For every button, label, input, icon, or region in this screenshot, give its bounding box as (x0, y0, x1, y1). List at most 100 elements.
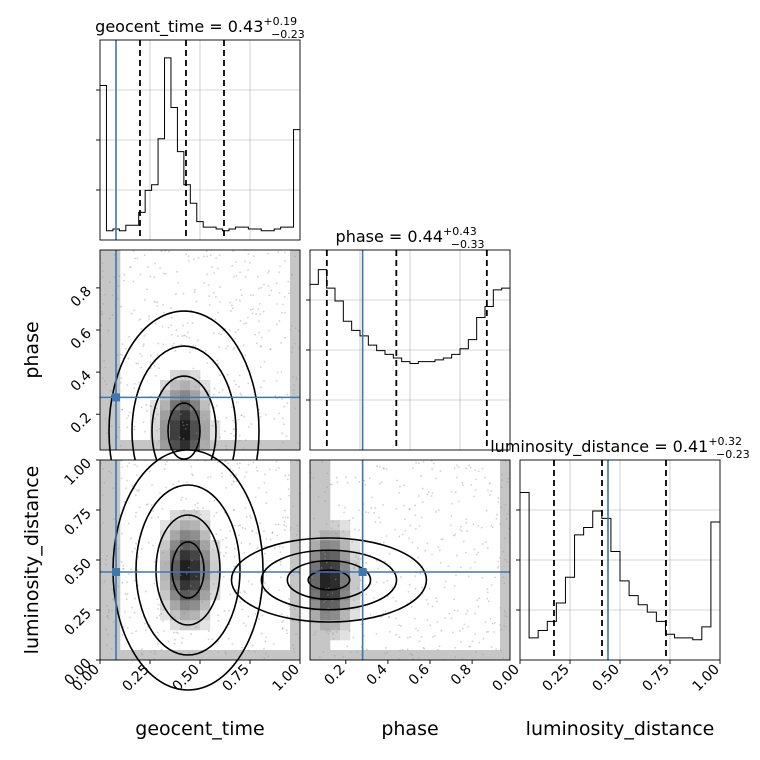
sample-point (507, 477, 509, 480)
sample-point (112, 621, 115, 624)
sample-point (167, 326, 170, 329)
sample-point (268, 468, 271, 471)
sample-point (489, 493, 491, 496)
density-cell (110, 500, 121, 511)
sample-point (191, 473, 193, 475)
sample-point (232, 428, 235, 430)
sample-point (323, 600, 326, 603)
sample-point (164, 562, 167, 565)
sample-point (376, 465, 378, 467)
sample-point (218, 391, 220, 394)
sample-point (352, 517, 355, 519)
density-cell (350, 650, 361, 661)
density-cell (320, 620, 331, 631)
y-tick-label: 0.25 (61, 606, 94, 639)
sample-point (310, 605, 313, 608)
sample-point (399, 649, 401, 652)
sample-point (504, 503, 507, 506)
sample-point (239, 440, 241, 442)
sample-point (215, 511, 218, 514)
sample-point (200, 417, 203, 420)
density-cell (330, 620, 341, 631)
sample-point (243, 415, 246, 418)
density-cell (330, 650, 341, 661)
sample-point (162, 343, 165, 346)
sample-point (238, 466, 241, 469)
sample-point (120, 377, 123, 380)
sample-point (189, 585, 192, 587)
sample-point (159, 267, 162, 270)
sample-point (181, 547, 184, 549)
density-cell (170, 390, 181, 401)
sample-point (327, 629, 330, 632)
sample-point (465, 521, 468, 524)
density-cell (170, 430, 181, 441)
density-cell (110, 550, 121, 561)
sample-point (339, 582, 342, 585)
density-cell (210, 650, 221, 661)
histogram-geocent_time (100, 57, 300, 232)
sample-point (474, 612, 476, 615)
sample-point (218, 332, 221, 335)
sample-point (186, 321, 189, 324)
density-cell (160, 520, 171, 531)
sample-point (487, 630, 490, 633)
sample-point (491, 622, 494, 625)
sample-point (335, 630, 338, 633)
sample-point (138, 506, 141, 509)
sample-point (504, 612, 507, 615)
sample-point (450, 490, 453, 493)
sample-point (183, 509, 186, 512)
density-cell (290, 320, 301, 331)
density-cell (180, 540, 191, 551)
y-tick-label: 0.6 (68, 325, 95, 352)
sample-point (211, 266, 213, 268)
sample-point (154, 418, 157, 420)
sample-point (140, 327, 143, 330)
sample-point (216, 461, 219, 464)
sample-point (143, 430, 146, 433)
sample-point (217, 542, 220, 544)
sample-point (414, 617, 416, 620)
sample-point (464, 551, 467, 554)
density-cell (190, 620, 201, 631)
sample-point (469, 567, 472, 569)
sample-point (354, 476, 357, 479)
sample-point (482, 653, 485, 656)
sample-point (157, 608, 159, 610)
sample-point (249, 514, 251, 517)
density-cell (100, 540, 111, 551)
sample-point (156, 353, 159, 356)
density-cell (290, 520, 301, 531)
sample-point (190, 465, 193, 468)
sample-point (140, 648, 143, 650)
sample-point (403, 484, 405, 487)
sample-point (298, 347, 300, 350)
sample-point (394, 617, 397, 620)
sample-point (185, 533, 188, 536)
sample-point (193, 508, 196, 511)
density-cell (100, 650, 111, 661)
sample-point (116, 354, 119, 356)
sample-point (460, 530, 463, 533)
density-cell (500, 600, 511, 611)
sample-point (230, 310, 232, 312)
sample-point (486, 591, 489, 594)
sample-point (181, 421, 184, 424)
sample-point (271, 531, 274, 534)
density-cell (100, 460, 111, 471)
density-cell (320, 470, 331, 481)
density-cell (190, 440, 201, 451)
density-cell (170, 440, 181, 451)
sample-point (325, 631, 328, 633)
sample-point (139, 352, 142, 355)
sample-point (332, 520, 334, 523)
sample-point (155, 429, 158, 432)
density-cell (290, 640, 301, 651)
sample-point (247, 463, 250, 466)
sample-point (461, 657, 464, 660)
sample-point (478, 597, 481, 600)
sample-point (474, 561, 476, 564)
sample-point (285, 629, 288, 632)
sample-point (468, 464, 471, 467)
